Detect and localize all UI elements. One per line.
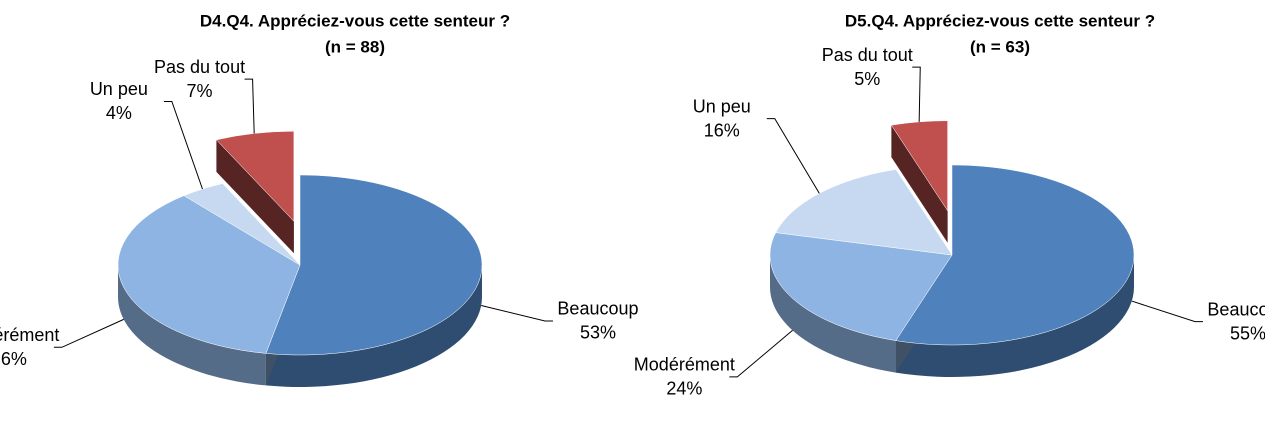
- data-label-value: 4%: [106, 103, 132, 123]
- slice-face: [216, 139, 294, 254]
- slice-side: [895, 255, 1134, 377]
- leader-line: [729, 329, 793, 378]
- pie: [769, 120, 1135, 377]
- data-label-name: Beaucoup: [1207, 299, 1265, 319]
- slice-side: [118, 265, 266, 386]
- data-label-value: 24%: [666, 379, 702, 399]
- slice: [265, 174, 483, 356]
- leader-line: [912, 66, 921, 122]
- slice-side: [770, 255, 896, 373]
- data-label-value: 5%: [854, 69, 880, 89]
- leader-line: [481, 304, 553, 322]
- chart-title: D5.Q4. Appréciez-vous cette senteur ?: [845, 11, 1155, 30]
- leader-line: [244, 78, 255, 134]
- slice: [183, 183, 301, 266]
- data-label-name: Pas du tout: [822, 45, 913, 65]
- leader-line: [163, 100, 203, 190]
- slice: [775, 169, 953, 256]
- data-label-value: 36%: [0, 349, 27, 369]
- data-label-name: Beaucoup: [557, 299, 638, 319]
- data-label-name: Pas du tout: [154, 57, 245, 77]
- slice: [769, 232, 953, 341]
- data-label-name: Modérément: [0, 325, 59, 345]
- slice-side: [265, 265, 482, 388]
- leader-line: [53, 318, 124, 348]
- pie: [117, 131, 483, 388]
- data-label-value: 16%: [704, 120, 740, 140]
- leader-line: [766, 118, 820, 194]
- data-label-value: 7%: [187, 81, 213, 101]
- slice-face: [891, 125, 948, 243]
- slice: [117, 195, 301, 354]
- slice: [895, 164, 1135, 346]
- chart-subtitle: (n = 88): [325, 37, 385, 56]
- chart-title: D4.Q4. Appréciez-vous cette senteur ?: [200, 11, 510, 30]
- leader-line: [1131, 300, 1203, 323]
- chart-subtitle: (n = 63): [970, 37, 1030, 56]
- data-label-value: 53%: [580, 323, 616, 343]
- data-label-name: Un peu: [90, 79, 148, 99]
- data-label-value: 55%: [1230, 323, 1265, 343]
- data-label-name: Un peu: [693, 96, 751, 116]
- data-label-name: Modérément: [634, 355, 735, 375]
